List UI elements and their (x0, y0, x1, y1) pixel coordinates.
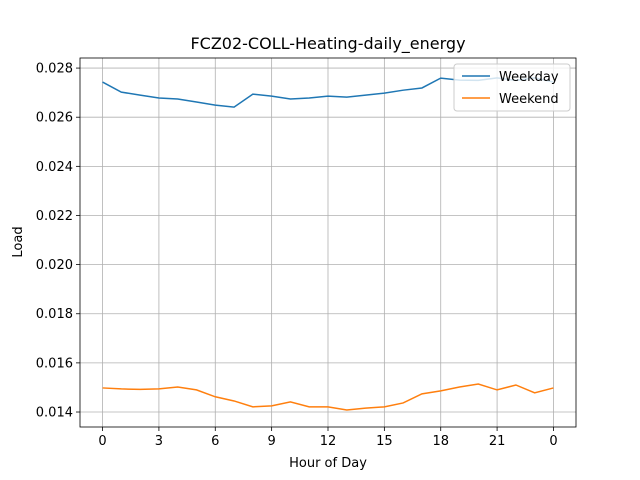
y-axis-label: Load (11, 226, 26, 257)
legend-label: Weekend (499, 92, 559, 107)
y-tick-label: 0.022 (36, 209, 73, 224)
x-tick-label: 0 (98, 434, 106, 449)
x-tick-label: 0 (549, 434, 557, 449)
y-tick-label: 0.016 (36, 356, 73, 371)
y-tick-label: 0.020 (36, 258, 73, 273)
y-tick-label: 0.028 (36, 62, 73, 77)
y-tick-label: 0.018 (36, 307, 73, 322)
legend: Weekday Weekend (453, 63, 571, 112)
chart-title: FCZ02-COLL-Heating-daily_energy (190, 34, 465, 54)
x-axis-label: Hour of Day (289, 456, 367, 471)
axes-frame (79, 57, 577, 428)
series-line (102, 383, 554, 411)
y-tick-label: 0.026 (36, 111, 73, 126)
x-tick-label: 15 (376, 434, 393, 449)
x-tick-label: 21 (489, 434, 506, 449)
y-tick-label: 0.024 (36, 160, 73, 175)
x-tick-label: 9 (267, 434, 275, 449)
x-tick-label: 3 (155, 434, 163, 449)
x-tick-label: 6 (211, 434, 219, 449)
y-tick-label: 0.014 (36, 406, 73, 421)
legend-label: Weekday (499, 70, 559, 85)
x-tick-label: 18 (432, 434, 449, 449)
x-tick-label: 12 (320, 434, 337, 449)
